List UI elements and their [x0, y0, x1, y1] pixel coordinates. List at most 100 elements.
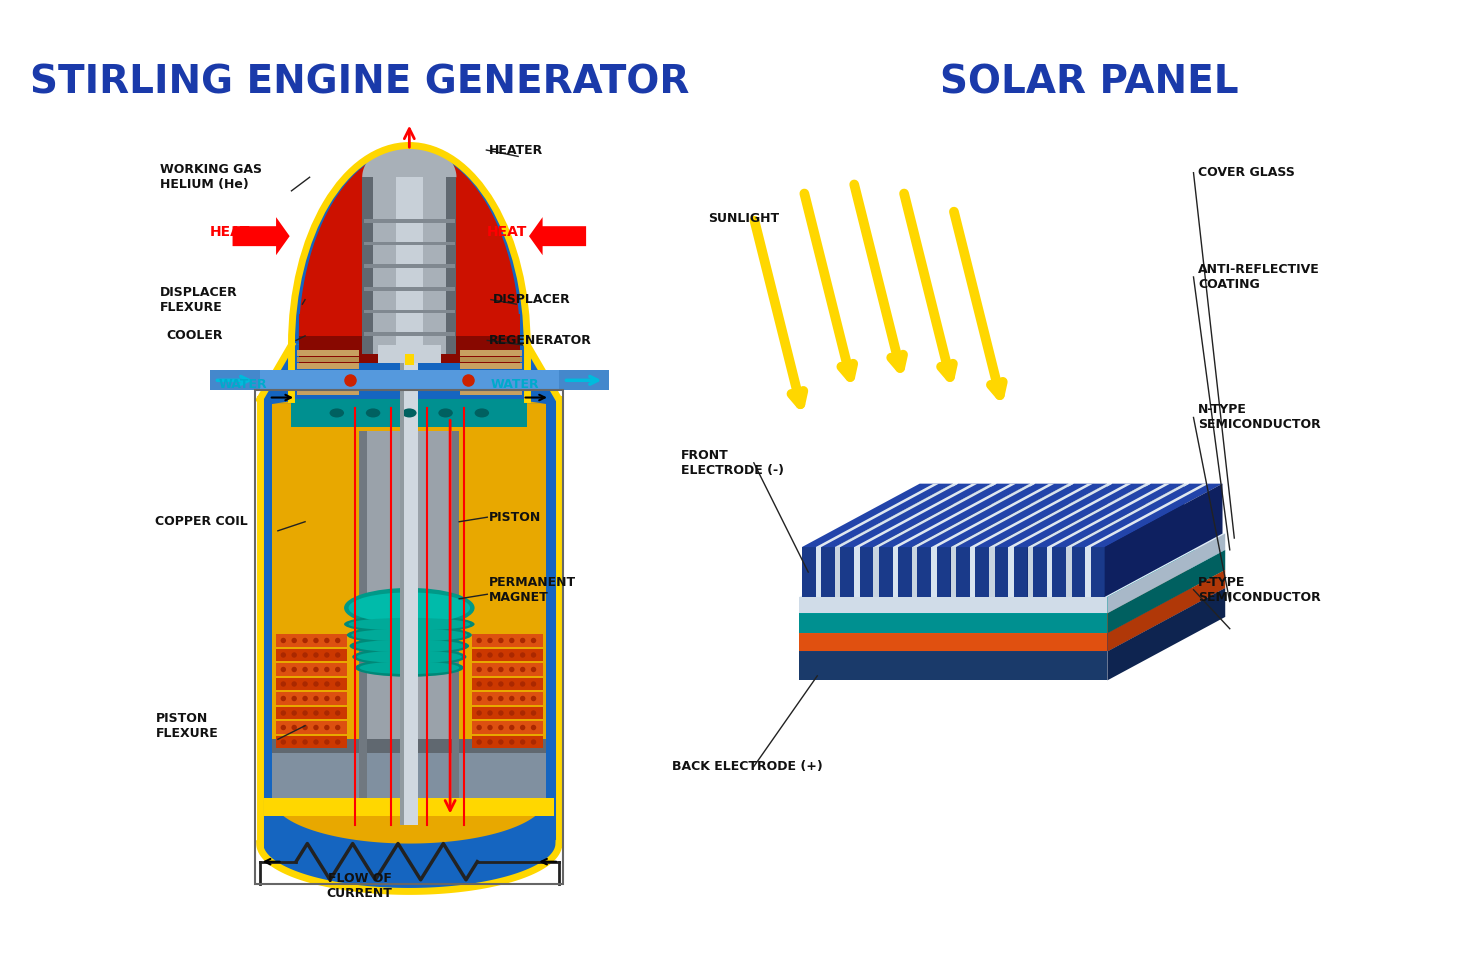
Ellipse shape — [335, 710, 341, 715]
Polygon shape — [378, 345, 441, 363]
Ellipse shape — [335, 739, 341, 745]
Polygon shape — [365, 265, 454, 268]
Polygon shape — [1085, 547, 1091, 597]
Polygon shape — [835, 547, 841, 597]
Ellipse shape — [313, 739, 319, 745]
Polygon shape — [362, 177, 373, 354]
Ellipse shape — [303, 638, 307, 643]
Text: ANTI-REFLECTIVE
COATING: ANTI-REFLECTIVE COATING — [1198, 263, 1320, 291]
Polygon shape — [272, 739, 547, 753]
Ellipse shape — [476, 696, 482, 702]
Polygon shape — [854, 547, 860, 597]
Ellipse shape — [323, 638, 329, 643]
Ellipse shape — [487, 681, 492, 687]
Polygon shape — [451, 431, 459, 808]
Polygon shape — [460, 383, 522, 388]
Ellipse shape — [520, 739, 525, 745]
Polygon shape — [276, 663, 347, 676]
Polygon shape — [1107, 533, 1225, 613]
Polygon shape — [1047, 484, 1170, 547]
Polygon shape — [1028, 484, 1145, 597]
Polygon shape — [395, 177, 423, 354]
Polygon shape — [956, 547, 989, 597]
Ellipse shape — [509, 725, 514, 730]
Polygon shape — [276, 707, 347, 719]
Polygon shape — [265, 799, 554, 816]
Polygon shape — [232, 218, 290, 255]
Polygon shape — [873, 484, 997, 547]
Polygon shape — [276, 692, 347, 705]
Polygon shape — [1028, 547, 1033, 597]
Polygon shape — [472, 634, 542, 647]
Ellipse shape — [476, 638, 482, 643]
Polygon shape — [816, 484, 939, 547]
Polygon shape — [276, 736, 347, 749]
Ellipse shape — [344, 588, 475, 628]
Polygon shape — [460, 369, 522, 375]
Polygon shape — [1008, 484, 1132, 547]
Polygon shape — [911, 484, 1030, 597]
Polygon shape — [298, 336, 520, 363]
Text: N-TYPE
SEMICONDUCTOR: N-TYPE SEMICONDUCTOR — [1198, 404, 1320, 431]
Ellipse shape — [487, 666, 492, 672]
Ellipse shape — [476, 739, 482, 745]
Polygon shape — [365, 310, 454, 314]
Polygon shape — [1085, 484, 1208, 547]
Ellipse shape — [291, 638, 297, 643]
Ellipse shape — [531, 666, 537, 672]
Polygon shape — [445, 177, 457, 354]
Ellipse shape — [487, 653, 492, 658]
Ellipse shape — [351, 629, 467, 641]
Ellipse shape — [487, 739, 492, 745]
Text: REGENERATOR: REGENERATOR — [490, 334, 592, 347]
Ellipse shape — [313, 681, 319, 687]
Ellipse shape — [350, 637, 469, 655]
Polygon shape — [816, 547, 822, 597]
Polygon shape — [297, 389, 359, 395]
Polygon shape — [272, 753, 547, 808]
Ellipse shape — [323, 681, 329, 687]
Ellipse shape — [476, 725, 482, 730]
Polygon shape — [1107, 569, 1225, 652]
Polygon shape — [892, 547, 898, 597]
Ellipse shape — [303, 710, 307, 715]
Polygon shape — [1104, 484, 1223, 597]
Ellipse shape — [303, 681, 307, 687]
Polygon shape — [276, 677, 347, 690]
Text: BACK ELECTRODE (+): BACK ELECTRODE (+) — [672, 760, 823, 773]
Ellipse shape — [476, 653, 482, 658]
Ellipse shape — [487, 725, 492, 730]
Ellipse shape — [281, 725, 287, 730]
Ellipse shape — [509, 739, 514, 745]
Polygon shape — [989, 484, 1113, 547]
Polygon shape — [1033, 547, 1066, 597]
Ellipse shape — [313, 710, 319, 715]
Polygon shape — [995, 547, 1028, 597]
Ellipse shape — [509, 710, 514, 715]
Polygon shape — [835, 484, 958, 547]
Polygon shape — [297, 369, 359, 375]
Ellipse shape — [509, 653, 514, 658]
Ellipse shape — [531, 696, 537, 702]
Ellipse shape — [291, 725, 297, 730]
Ellipse shape — [313, 653, 319, 658]
Polygon shape — [1072, 484, 1223, 547]
Text: PISTON: PISTON — [490, 511, 541, 523]
Polygon shape — [365, 219, 454, 222]
Text: STIRLING ENGINE GENERATOR: STIRLING ENGINE GENERATOR — [29, 63, 689, 101]
Ellipse shape — [498, 653, 504, 658]
Polygon shape — [956, 484, 1107, 547]
Polygon shape — [995, 484, 1145, 547]
Polygon shape — [360, 431, 459, 808]
Text: WORKING GAS
HELIUM (He): WORKING GAS HELIUM (He) — [160, 164, 262, 191]
Text: WATER: WATER — [491, 378, 539, 391]
Polygon shape — [472, 736, 542, 749]
Polygon shape — [472, 721, 542, 734]
Polygon shape — [298, 315, 520, 345]
Ellipse shape — [347, 626, 472, 644]
Ellipse shape — [487, 696, 492, 702]
Ellipse shape — [357, 651, 462, 663]
Polygon shape — [210, 370, 260, 390]
Ellipse shape — [520, 710, 525, 715]
Polygon shape — [291, 345, 528, 399]
